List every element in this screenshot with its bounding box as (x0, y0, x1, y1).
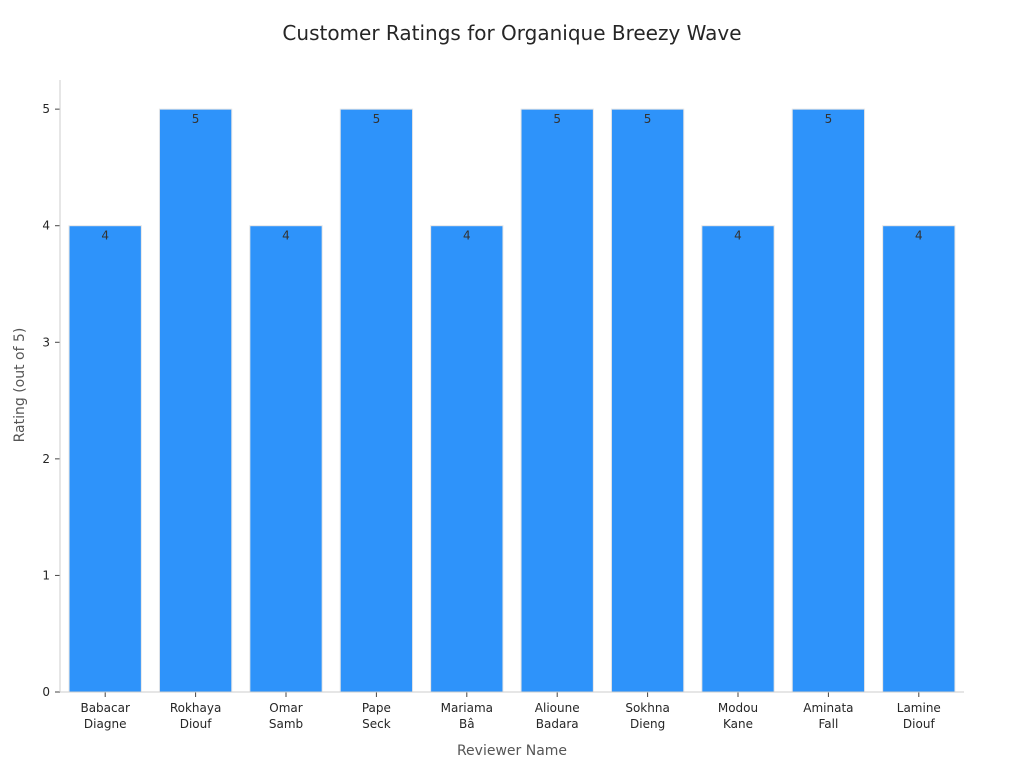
bars-group: 4 5 4 5 4 5 5 4 5 4 (68, 108, 956, 693)
bar-value-label: 5 (373, 112, 381, 126)
bar-value-label: 4 (463, 229, 471, 243)
bar (68, 225, 142, 693)
x-tick-label: Diouf (180, 717, 213, 731)
bar (430, 225, 504, 693)
x-tick-label: Mariama (441, 701, 493, 715)
x-tick-label: Diouf (903, 717, 936, 731)
bar-value-label: 4 (282, 229, 290, 243)
y-tick-label: 4 (42, 219, 50, 233)
x-tick-label: Rokhaya (170, 701, 222, 715)
bar (610, 108, 685, 693)
bar-value-label: 5 (825, 112, 833, 126)
x-tick-label: Babacar (80, 701, 130, 715)
bar-value-label: 5 (192, 112, 200, 126)
x-tick-label: Fall (818, 717, 838, 731)
y-tick-label: 3 (42, 335, 50, 349)
x-tick-label: Kane (723, 717, 753, 731)
y-axis-title: Rating (out of 5) (12, 328, 28, 443)
bar-value-label: 4 (915, 229, 923, 243)
bar (882, 225, 956, 693)
x-tick-label: Sokhna (625, 701, 669, 715)
x-tick-label: Pape (362, 701, 391, 715)
bar (791, 108, 866, 693)
x-axis-ticks: Babacar Diagne Rokhaya Diouf Omar Samb Pape Sec… (80, 692, 941, 731)
chart-title: Customer Ratings for Organique Breezy Wa… (282, 21, 741, 45)
x-tick-label: Bâ (459, 717, 475, 731)
bar (249, 225, 323, 693)
y-tick-label: 0 (42, 685, 50, 699)
x-tick-label: Badara (536, 717, 579, 731)
x-tick-label: Dieng (630, 717, 665, 731)
bar-value-label: 5 (644, 112, 652, 126)
y-axis-ticks: 0 1 2 3 4 5 (42, 102, 60, 699)
x-tick-label: Modou (718, 701, 758, 715)
bar-value-label: 5 (553, 112, 561, 126)
bar-value-label: 4 (101, 229, 109, 243)
y-tick-label: 5 (42, 102, 50, 116)
bar (339, 108, 414, 693)
bar (520, 108, 594, 693)
x-tick-label: Diagne (84, 717, 127, 731)
x-axis-title: Reviewer Name (457, 743, 567, 759)
y-tick-label: 2 (42, 452, 50, 466)
bar-value-label: 4 (734, 229, 742, 243)
x-tick-label: Seck (362, 717, 391, 731)
x-tick-label: Samb (269, 717, 303, 731)
x-tick-label: Alioune (535, 701, 580, 715)
x-tick-label: Omar (269, 701, 302, 715)
x-tick-label: Aminata (803, 701, 853, 715)
y-tick-label: 1 (42, 568, 50, 582)
bar (158, 108, 233, 693)
x-tick-label: Lamine (897, 701, 941, 715)
bar (701, 225, 775, 693)
